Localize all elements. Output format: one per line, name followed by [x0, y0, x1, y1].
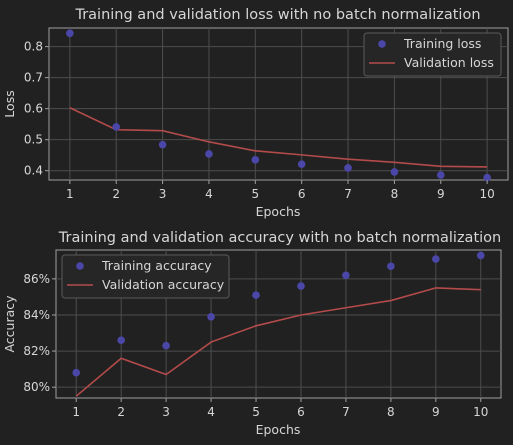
accuracy-x-tick-label: 3 — [162, 405, 170, 419]
loss-training-point — [483, 173, 491, 182]
accuracy-x-tick-label: 6 — [297, 405, 305, 419]
loss-y-axis-label: Loss — [2, 90, 17, 117]
accuracy-legend-scatter-swatch — [76, 262, 84, 270]
loss-training-point — [66, 29, 74, 38]
loss-y-tick-label: 0.5 — [24, 133, 43, 147]
loss-y-tick-label: 0.8 — [24, 40, 43, 54]
accuracy-marks — [72, 251, 485, 397]
accuracy-x-tick-label: 8 — [387, 405, 395, 419]
loss-x-tick-label: 4 — [205, 187, 213, 201]
loss-x-tick-label: 6 — [298, 187, 306, 201]
loss-training-point — [297, 160, 306, 168]
loss-training-point — [436, 171, 445, 179]
accuracy-x-tick-label: 7 — [342, 405, 350, 419]
loss-x-tick-label: 9 — [437, 187, 445, 201]
accuracy-x-tick-label: 9 — [432, 405, 440, 419]
loss-training-point — [205, 150, 213, 158]
accuracy-validation-line — [75, 287, 481, 397]
accuracy-x-tick-label: 4 — [207, 405, 215, 419]
loss-legend-label: Validation loss — [404, 55, 494, 70]
accuracy-training-point — [342, 271, 350, 280]
loss-legend: Training loss Validation loss — [363, 32, 502, 77]
loss-x-tick-label: 10 — [479, 187, 494, 201]
accuracy-training-point — [162, 341, 170, 350]
loss-legend-box — [363, 32, 502, 77]
loss-training-point — [158, 140, 167, 149]
loss-chart-title: Training and validation loss with no bat… — [74, 7, 480, 23]
loss-x-axis-label: Epochs — [256, 204, 301, 219]
accuracy-x-axis-label: Epochs — [256, 422, 301, 437]
loss-y-tick-label: 0.4 — [24, 164, 43, 178]
accuracy-x-tick-label: 10 — [473, 405, 488, 419]
accuracy-training-point — [476, 251, 485, 260]
loss-y-tick-label: 0.6 — [24, 102, 43, 116]
accuracy-training-point — [72, 368, 81, 377]
accuracy-training-point — [432, 255, 440, 263]
loss-x-tick-label: 8 — [391, 187, 399, 201]
loss-x-tick-label: 2 — [112, 187, 120, 201]
accuracy-ticks: 1 2 3 4 5 6 7 8 9 10 80% 82% 84% 86% — [23, 272, 488, 419]
accuracy-legend-label: Validation accuracy — [102, 277, 225, 292]
loss-training-point — [344, 164, 352, 172]
loss-legend-label: Training loss — [403, 36, 481, 51]
accuracy-training-point — [117, 336, 125, 345]
accuracy-training-point — [387, 262, 395, 271]
loss-chart: Training and validation loss with no bat… — [2, 7, 509, 219]
accuracy-y-tick-label: 80% — [23, 380, 50, 394]
loss-ticks: 1 2 3 4 5 6 7 8 9 10 0.4 0.5 0.6 0.7 0.8 — [24, 40, 495, 201]
accuracy-y-axis-label: Accuracy — [2, 295, 17, 353]
loss-x-tick-label: 7 — [344, 187, 352, 201]
accuracy-chart: Training and validation accuracy with no… — [2, 230, 502, 437]
loss-legend-scatter-swatch — [378, 40, 386, 48]
loss-x-tick-label: 5 — [251, 187, 259, 201]
accuracy-training-point — [252, 291, 260, 299]
accuracy-legend: Training accuracy Validation accuracy — [61, 254, 230, 299]
loss-training-point — [390, 168, 399, 176]
accuracy-y-tick-label: 86% — [23, 272, 50, 286]
loss-x-tick-label: 3 — [159, 187, 167, 201]
accuracy-y-tick-label: 82% — [23, 344, 50, 358]
accuracy-x-tick-label: 5 — [252, 405, 260, 419]
accuracy-y-tick-label: 84% — [23, 308, 50, 322]
accuracy-legend-label: Training accuracy — [101, 258, 212, 273]
loss-training-point — [112, 123, 121, 131]
loss-marks — [66, 29, 491, 182]
loss-x-tick-label: 1 — [66, 187, 74, 201]
loss-training-point — [251, 156, 260, 164]
accuracy-legend-box — [61, 254, 230, 299]
loss-y-tick-label: 0.7 — [24, 71, 43, 85]
loss-validation-line — [69, 106, 488, 168]
accuracy-x-tick-label: 1 — [72, 405, 80, 419]
accuracy-training-point — [207, 312, 215, 321]
accuracy-x-tick-label: 2 — [117, 405, 125, 419]
accuracy-training-point — [297, 282, 305, 290]
accuracy-chart-title: Training and validation accuracy with no… — [58, 230, 501, 246]
